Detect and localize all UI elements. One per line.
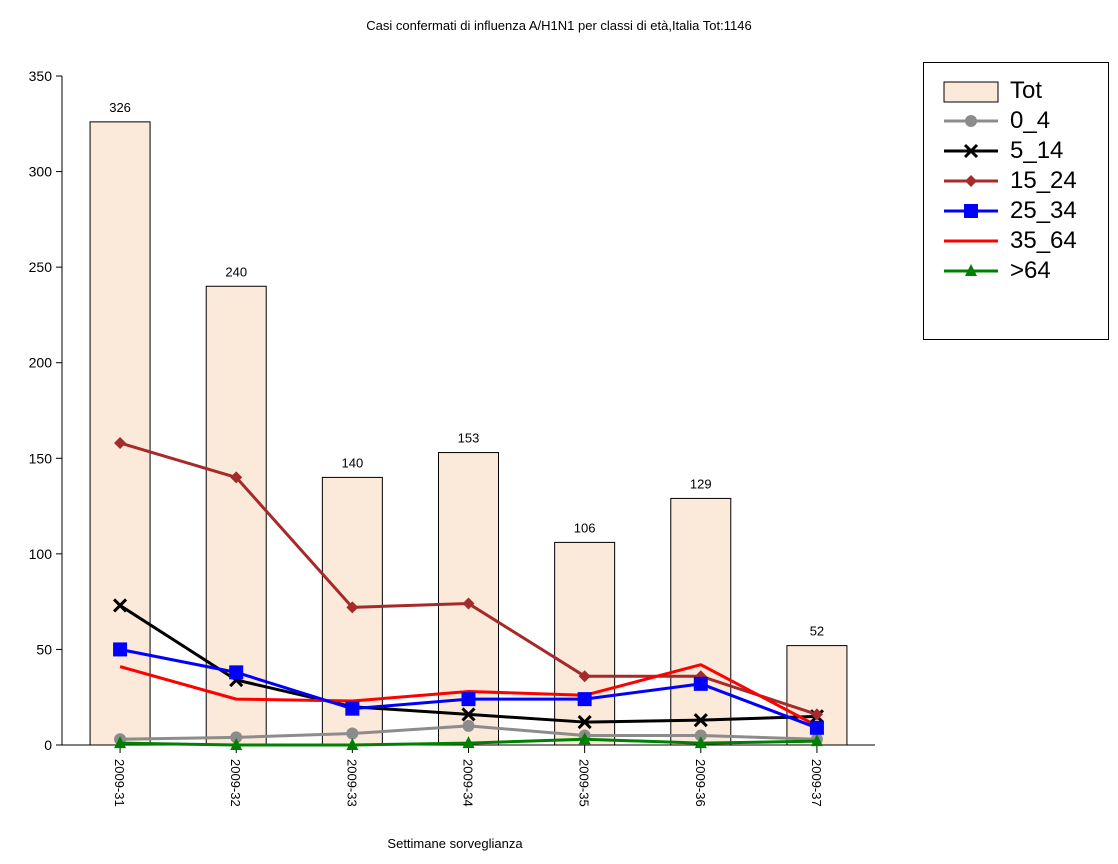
legend-label: 15_24	[1010, 167, 1077, 194]
bar-value-label: 52	[810, 624, 824, 639]
legend: Tot 0_4 5_14 15_24 25_34 35_64 >64	[923, 62, 1109, 340]
x-tick-label: 2009-32	[228, 759, 243, 807]
legend-label: 25_34	[1010, 197, 1077, 224]
data-point	[230, 471, 243, 484]
bar-2009-35	[554, 541, 616, 746]
x-axis-label: Settimane sorveglianza	[387, 836, 523, 851]
data-point	[462, 597, 475, 610]
x-tick-label: 2009-35	[577, 759, 592, 807]
data-point	[461, 707, 476, 722]
data-point	[346, 601, 359, 614]
data-point	[461, 692, 476, 707]
y-tick-label: 250	[29, 259, 53, 275]
data-point	[113, 598, 128, 613]
data-point	[113, 642, 128, 657]
series-line	[119, 663, 818, 728]
data-point	[693, 713, 708, 728]
data-point	[114, 736, 127, 749]
data-point	[810, 734, 823, 747]
legend-marker	[963, 143, 979, 159]
x-tick-label: 2009-31	[112, 759, 127, 807]
y-tick-label: 150	[29, 450, 53, 466]
legend-label: Tot	[1010, 77, 1043, 104]
legend-item: 5_14	[940, 136, 1108, 166]
legend-symbol	[944, 239, 998, 243]
y-tick-label: 50	[36, 641, 52, 657]
data-point	[230, 738, 243, 750]
legend-item: >64	[940, 256, 1108, 286]
chart-title: Casi confermati di influenza A/H1N1 per …	[366, 18, 752, 33]
legend-marker	[964, 204, 978, 218]
bar-2009-36	[670, 497, 732, 746]
data-point	[578, 732, 591, 745]
legend-label: 0_4	[1010, 107, 1051, 134]
data-point	[346, 727, 359, 740]
legend-label: 5_14	[1010, 137, 1064, 164]
data-point	[577, 715, 592, 730]
series-25_34	[113, 642, 824, 735]
legend-symbol	[944, 204, 998, 218]
data-point	[694, 729, 707, 742]
legend-item: 35_64	[940, 226, 1108, 256]
data-point	[577, 692, 592, 707]
bar-value-label: 140	[342, 455, 364, 470]
y-tick-label: 350	[29, 68, 53, 84]
y-tick-label: 200	[29, 355, 53, 371]
x-tick-label: 2009-33	[344, 759, 359, 807]
data-point	[693, 676, 708, 691]
x-tick-label: 2009-37	[809, 759, 824, 807]
data-point	[462, 719, 475, 732]
bar-value-label: 240	[225, 264, 247, 279]
x-tick-label: 2009-36	[693, 759, 708, 807]
x-tick-label: 2009-34	[461, 759, 476, 807]
bar-value-label: 326	[109, 100, 131, 115]
legend-label: >64	[1010, 257, 1051, 284]
bar-2009-31	[89, 121, 151, 746]
series-gt64	[114, 732, 823, 750]
legend-item: 0_4	[940, 106, 1108, 136]
data-point	[810, 708, 823, 721]
data-point	[229, 665, 244, 680]
legend-marker	[965, 264, 977, 276]
data-point	[694, 736, 707, 749]
y-tick-label: 0	[44, 737, 52, 753]
data-point	[462, 736, 475, 749]
y-tick-label: 300	[29, 164, 53, 180]
legend-item: 15_24	[940, 166, 1108, 196]
legend-marker	[965, 175, 977, 187]
legend-label: 35_64	[1010, 227, 1077, 254]
data-point	[578, 670, 591, 683]
legend-symbol	[944, 115, 998, 127]
bar-value-label: 153	[458, 431, 480, 446]
data-point	[345, 701, 360, 716]
series-35_64	[119, 663, 818, 728]
data-point	[346, 738, 359, 750]
data-point	[809, 720, 824, 735]
legend-swatch	[943, 81, 999, 103]
bar-value-label: 129	[690, 476, 712, 491]
legend-symbol	[943, 81, 999, 103]
legend-item: 25_34	[940, 196, 1108, 226]
y-tick-label: 100	[29, 546, 53, 562]
data-point	[114, 436, 127, 449]
data-point	[230, 731, 243, 744]
legend-item: Tot	[940, 76, 1108, 106]
legend-symbol	[944, 143, 998, 159]
legend-symbol	[944, 175, 998, 187]
legend-marker	[965, 115, 977, 127]
bar-value-label: 106	[574, 520, 596, 535]
legend-symbol	[944, 264, 998, 276]
